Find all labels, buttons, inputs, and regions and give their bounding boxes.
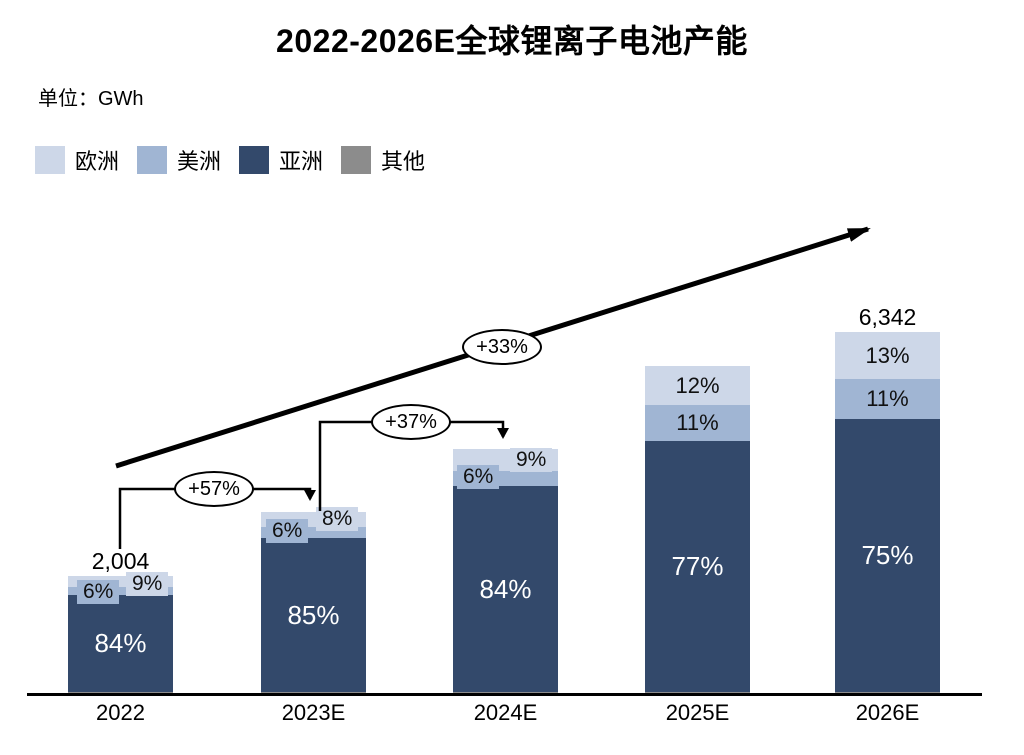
x-axis-label-2022: 2022	[96, 700, 145, 725]
europe-share-2023e: 8%	[316, 507, 359, 531]
legend-item-americas: 美洲	[137, 144, 221, 176]
total-label-2022: 2,004	[91, 548, 150, 574]
chart-title: 2022-2026E全球锂离子电池产能	[276, 23, 748, 59]
segment-europe	[68, 576, 173, 587]
legend-swatch-europe	[35, 146, 65, 174]
legend-label-americas: 美洲	[177, 149, 222, 174]
asia-share-2023e: 85%	[287, 599, 340, 630]
growth-callout-2023-2024: +37%	[371, 404, 451, 440]
segment-americas: 11%	[645, 405, 750, 441]
legend-item-asia: 亚洲	[239, 144, 323, 176]
x-axis-label-2025e: 2025E	[665, 700, 730, 725]
europe-share-2024e: 9%	[510, 448, 553, 472]
legend-swatch-americas	[137, 146, 168, 174]
americas-share-2025e: 11%	[676, 410, 719, 435]
growth-callout-label: +57%	[188, 477, 240, 500]
bar-2026e: 13% 11% 75%	[835, 332, 940, 694]
growth-callout-label: +37%	[385, 410, 437, 433]
americas-share-2022: 6%	[77, 580, 120, 604]
bar-2025e: 12% 11% 77%	[645, 366, 750, 694]
asia-share-2024e: 84%	[479, 573, 532, 604]
segment-asia: 75%	[835, 419, 940, 692]
europe-share-2025e: 12%	[675, 372, 720, 398]
legend-label-europe: 欧洲	[75, 149, 120, 174]
bar-2022: 84%	[68, 576, 173, 694]
segment-asia: 84%	[453, 486, 558, 692]
segment-asia: 85%	[261, 538, 366, 692]
legend-label-asia: 亚洲	[279, 149, 324, 174]
americas-share-2026e: 11%	[866, 386, 909, 411]
growth-callout-2022-2023: +57%	[174, 471, 254, 507]
americas-share-2024e: 6%	[457, 465, 500, 489]
unit-label: 单位：GWh	[38, 88, 144, 110]
segment-asia: 77%	[645, 441, 750, 692]
bar-2023e: 85%	[261, 512, 366, 694]
total-label-2026e: 6,342	[858, 304, 917, 330]
segment-asia: 84%	[68, 595, 173, 692]
legend-item-other: 其他	[341, 144, 425, 176]
segment-europe: 12%	[645, 366, 750, 405]
asia-share-2025e: 77%	[671, 551, 724, 581]
europe-share-2022: 9%	[126, 572, 169, 596]
legend-swatch-asia	[239, 146, 270, 174]
growth-callout-trend: +33%	[462, 329, 542, 365]
x-axis-label-2024e: 2024E	[473, 700, 538, 725]
segment-americas	[68, 587, 173, 595]
asia-share-2022: 84%	[94, 628, 147, 658]
x-axis	[27, 693, 982, 696]
europe-share-2026e: 13%	[865, 342, 910, 368]
legend: 欧洲 美洲 亚洲 其他	[35, 144, 425, 176]
legend-swatch-other	[341, 146, 372, 174]
americas-share-2023e: 6%	[266, 519, 309, 543]
segment-europe: 13%	[835, 332, 940, 379]
x-axis-label-2023e: 2023E	[281, 700, 346, 725]
legend-item-europe: 欧洲	[35, 144, 119, 176]
asia-share-2026e: 75%	[861, 540, 914, 570]
growth-callout-label: +33%	[476, 335, 528, 358]
x-axis-label-2026e: 2026E	[855, 700, 920, 725]
segment-americas: 11%	[835, 379, 940, 419]
segment-americas	[261, 527, 366, 538]
legend-label-other: 其他	[381, 149, 426, 174]
